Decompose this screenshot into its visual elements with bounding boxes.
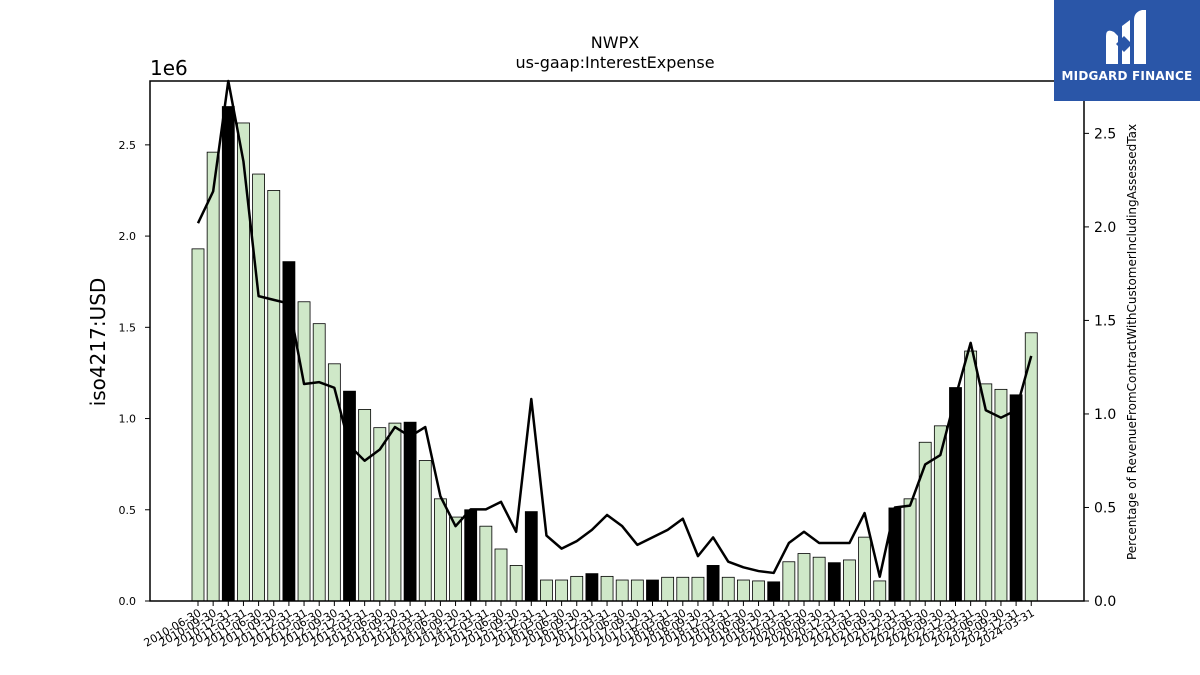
bar-2023-12-31: [1009, 394, 1023, 602]
bar-series: [191, 106, 1038, 602]
bar-2014-03-31: [418, 460, 432, 602]
x-axis-ticks: 2010-06-302010-09-302010-12-312011-03-31…: [142, 601, 1037, 650]
bar-2023-09-30: [994, 388, 1008, 602]
ratio-line: [196, 79, 1033, 578]
brand-logo: MIDGARD FINANCE: [1054, 0, 1200, 101]
y-axis-ticks: 0.0 0.5 1.0 1.5 2.0 2.5: [119, 139, 150, 608]
bar-2010-06-30: [191, 248, 205, 602]
bar-2018-06-30: [676, 576, 690, 602]
bar-2018-09-30: [691, 576, 705, 602]
y2-tick-label: 2.5: [1094, 126, 1116, 142]
y2-tick-label: 2.0: [1094, 220, 1116, 236]
y-tick-label: 2.0: [119, 230, 137, 243]
bar-2011-09-30: [267, 190, 281, 602]
bar-2010-12-31: [221, 106, 235, 602]
y-tick-label: 2.5: [119, 139, 137, 152]
bar-2021-03-31: [843, 559, 856, 602]
bar-2013-09-30: [388, 422, 402, 602]
bar-2019-06-30: [737, 579, 750, 602]
midgard-logo-icon: [1106, 10, 1146, 65]
bar-2018-12-31: [706, 565, 720, 602]
bar-2010-09-30: [206, 151, 220, 602]
y-tick-label: 0.0: [119, 595, 137, 608]
bar-2015-12-31: [524, 511, 538, 602]
y-tick-label: 0.5: [119, 504, 137, 517]
bar-2015-09-30: [509, 565, 523, 602]
y2-axis-label: Percentage of RevenueFromContractWithCus…: [1125, 124, 1139, 560]
bar-2022-12-31: [949, 387, 962, 602]
bar-2018-03-31: [661, 576, 675, 602]
bar-2016-06-30: [555, 579, 568, 602]
bar-2011-12-31: [282, 261, 296, 602]
bar-2021-06-30: [858, 536, 871, 602]
y2-tick-label: 0.0: [1094, 594, 1116, 610]
y2-tick-label: 1.5: [1094, 313, 1116, 329]
brand-name: MIDGARD FINANCE: [1061, 69, 1193, 83]
bar-2016-03-31: [540, 579, 553, 602]
bar-2022-03-31: [903, 498, 917, 602]
bar-2023-06-30: [979, 383, 993, 602]
bar-2016-12-31: [585, 573, 599, 602]
bar-2020-06-30: [797, 553, 811, 602]
bar-2012-06-30: [312, 323, 326, 602]
bar-2014-12-31: [464, 509, 478, 602]
bar-2017-12-31: [646, 579, 659, 602]
bar-2013-03-31: [358, 409, 372, 602]
bar-2015-03-31: [479, 525, 493, 602]
bar-2017-06-30: [615, 579, 629, 602]
bar-2015-06-30: [494, 548, 508, 602]
bar-2017-03-31: [600, 575, 614, 602]
bar-2020-09-30: [812, 556, 826, 602]
y-tick-label: 1.0: [119, 413, 137, 426]
y-axis-label: iso4217:USD: [86, 278, 110, 407]
y-tick-label: 1.5: [119, 321, 137, 334]
bar-2019-03-31: [721, 576, 735, 602]
bar-2016-09-30: [570, 575, 584, 602]
y2-tick-label: 0.5: [1094, 500, 1116, 516]
line-series: [196, 79, 1033, 578]
chart-title: NWPX: [591, 33, 639, 52]
bar-2023-03-31: [964, 350, 978, 602]
plot-frame: [149, 80, 1085, 602]
bar-2019-12-31: [767, 581, 781, 602]
y2-axis-ticks: 0.0 0.5 1.0 1.5 2.0 2.5: [1084, 126, 1116, 610]
bar-2011-06-30: [252, 173, 266, 602]
y2-tick-label: 1.0: [1094, 407, 1116, 423]
y-offset-label: 1e6: [150, 56, 188, 80]
bar-2012-12-31: [343, 390, 356, 602]
bar-2012-03-31: [297, 301, 311, 602]
bar-2020-03-31: [782, 561, 796, 602]
bar-2014-09-30: [449, 516, 462, 602]
bar-2019-09-30: [752, 580, 765, 602]
chart-subtitle: us-gaap:InterestExpense: [515, 53, 714, 72]
bar-2013-12-31: [403, 421, 417, 602]
bar-2017-09-30: [630, 579, 644, 602]
bar-2020-12-31: [827, 562, 841, 602]
bar-2014-06-30: [433, 498, 447, 602]
bar-2021-09-30: [873, 580, 887, 602]
